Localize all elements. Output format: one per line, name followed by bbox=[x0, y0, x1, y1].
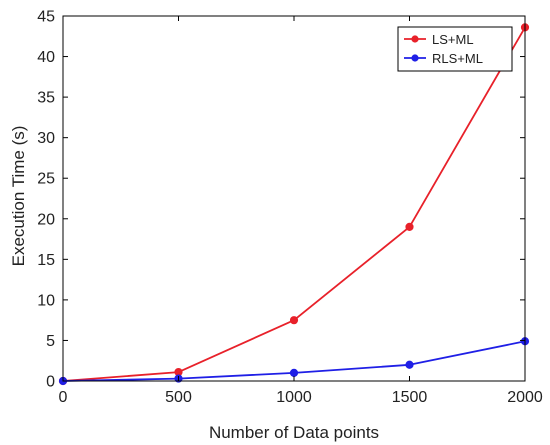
y-tick-label-7: 35 bbox=[37, 90, 55, 107]
y-tick-label-8: 40 bbox=[37, 49, 55, 66]
x-tick-label-1: 500 bbox=[165, 389, 192, 406]
y-tick-label-5: 25 bbox=[37, 171, 55, 188]
y-tick-label-4: 20 bbox=[37, 211, 55, 228]
data-point-s2-3 bbox=[405, 360, 414, 369]
y-axis-label: Execution Time (s) bbox=[9, 126, 28, 267]
legend-label-1: LS+ML bbox=[432, 32, 474, 47]
y-tick-label-9: 45 bbox=[37, 9, 55, 26]
legend-label-2: RLS+ML bbox=[432, 51, 483, 66]
data-point-s1-2 bbox=[289, 316, 299, 325]
y-tick-label-6: 30 bbox=[37, 130, 55, 147]
y-tick-label-2: 10 bbox=[37, 292, 55, 309]
x-axis-label: Number of Data points bbox=[209, 423, 379, 442]
legend-marker-2 bbox=[411, 54, 419, 62]
axes: 0 500 1000 1500 2000 0 5 10 15 20 25 30 35 40 45 bbox=[37, 9, 543, 407]
legend-marker-1 bbox=[411, 35, 419, 43]
x-tick-label-0: 0 bbox=[59, 389, 68, 406]
legend: LS+ML RLS+ML bbox=[397, 26, 513, 72]
series-line-1 bbox=[62, 26, 526, 382]
legend-box bbox=[397, 26, 513, 72]
x-tick-label-2: 1000 bbox=[276, 389, 312, 406]
data-point-s2-2 bbox=[289, 368, 299, 377]
x-tick-label-3: 1500 bbox=[392, 389, 428, 406]
plot-area bbox=[58, 23, 530, 386]
y-tick-label-3: 15 bbox=[37, 252, 55, 269]
x-tick-label-4: 2000 bbox=[507, 389, 543, 406]
data-point-s1-3 bbox=[405, 222, 414, 231]
y-tick-label-1: 5 bbox=[46, 333, 55, 350]
y-tick-label-0: 0 bbox=[46, 374, 55, 391]
